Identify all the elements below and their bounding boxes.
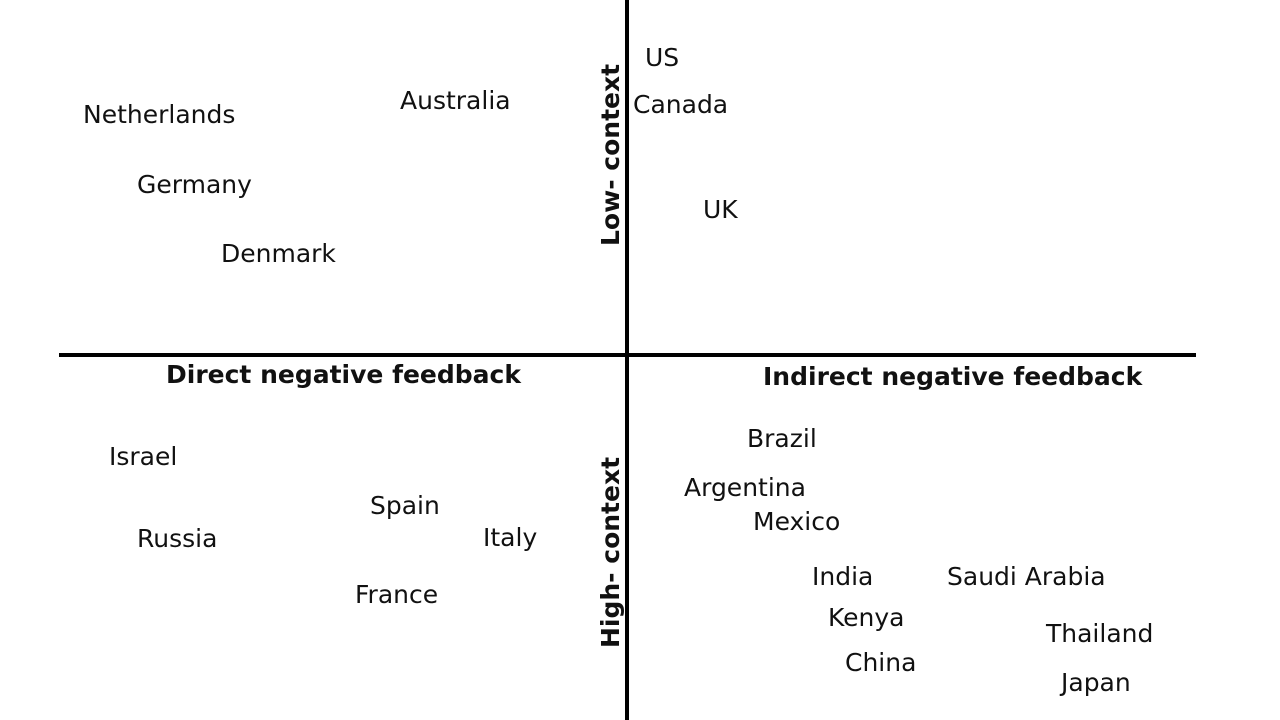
country-label-india: India — [812, 562, 874, 591]
country-label-italy: Italy — [483, 523, 538, 552]
axis-label-high-context: High- context — [596, 456, 625, 648]
country-label-kenya: Kenya — [828, 603, 905, 632]
country-label-china: China — [845, 648, 917, 677]
country-label-australia: Australia — [400, 86, 511, 115]
country-label-netherlands: Netherlands — [83, 100, 236, 129]
country-label-saudi-arabia: Saudi Arabia — [947, 562, 1106, 591]
country-label-us: US — [645, 43, 680, 72]
country-label-russia: Russia — [137, 524, 218, 553]
vertical-axis-line — [625, 0, 629, 720]
country-label-japan: Japan — [1061, 668, 1131, 697]
horizontal-axis-line — [59, 353, 1196, 357]
country-label-france: France — [355, 580, 439, 609]
country-label-denmark: Denmark — [221, 239, 336, 268]
axis-label-direct-feedback: Direct negative feedback — [166, 360, 521, 389]
country-label-mexico: Mexico — [753, 507, 841, 536]
country-label-argentina: Argentina — [684, 473, 806, 502]
country-label-israel: Israel — [109, 442, 178, 471]
country-label-germany: Germany — [137, 170, 252, 199]
country-label-spain: Spain — [370, 491, 440, 520]
country-label-canada: Canada — [633, 90, 729, 119]
country-label-brazil: Brazil — [747, 424, 817, 453]
country-label-uk: UK — [703, 195, 738, 224]
axis-label-low-context: Low- context — [596, 63, 625, 246]
axis-label-indirect-feedback: Indirect negative feedback — [763, 362, 1143, 391]
country-label-thailand: Thailand — [1046, 619, 1154, 648]
